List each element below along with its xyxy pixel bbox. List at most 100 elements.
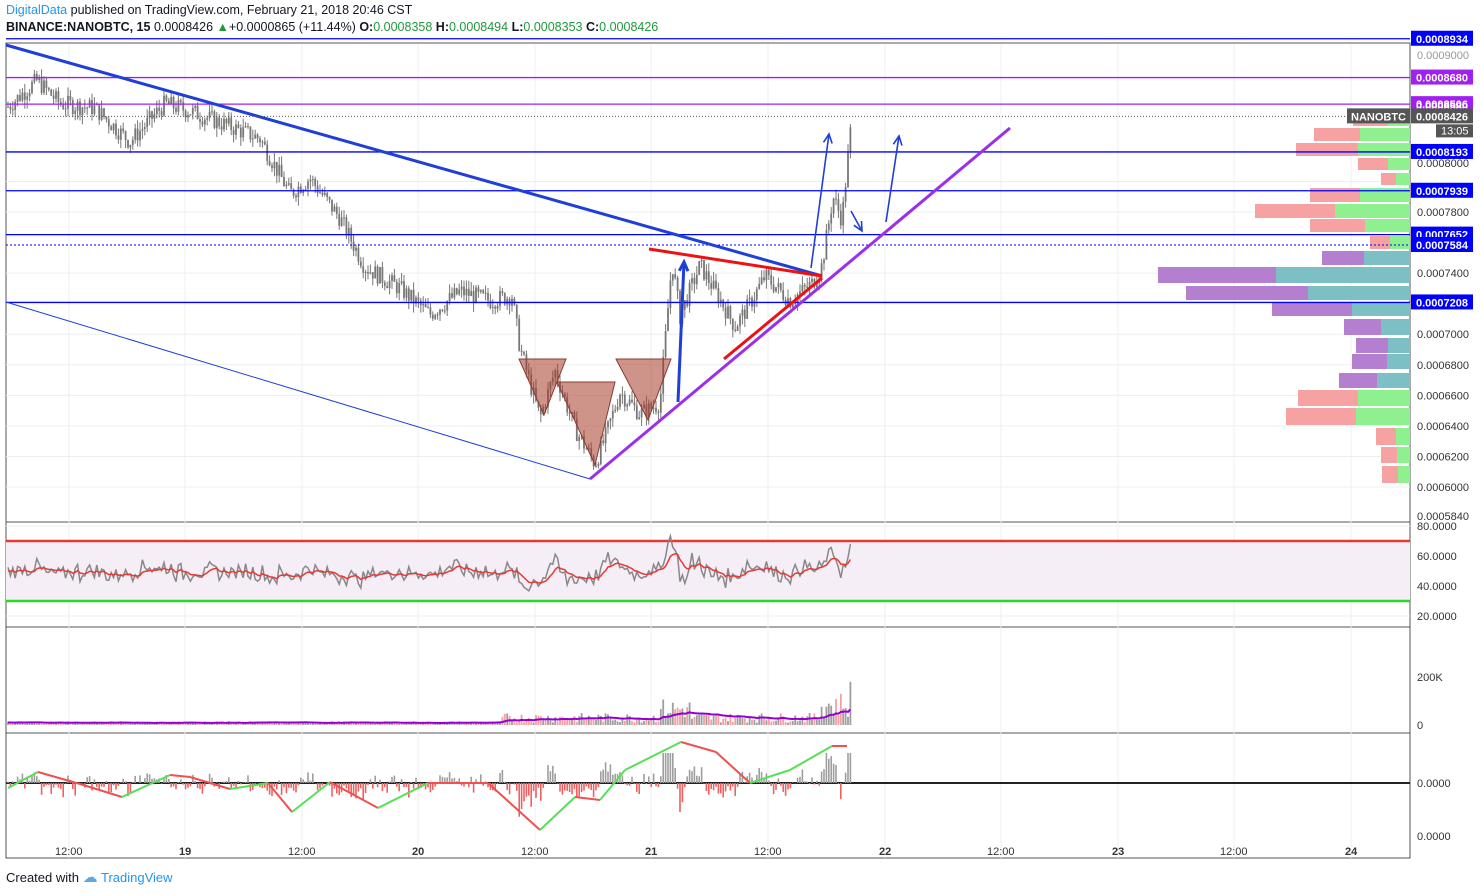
volume-bar [43, 724, 45, 725]
trend-drawings[interactable] [5, 43, 1011, 481]
candle-body [700, 260, 703, 262]
volume-bar [285, 723, 288, 725]
candle-body [448, 293, 451, 302]
head-shoulders-shape [518, 358, 567, 417]
volume-bar [664, 716, 667, 725]
candle-body [640, 408, 643, 418]
volume-bar [235, 722, 237, 725]
candle-body [182, 102, 185, 111]
candle-body [427, 307, 429, 309]
candle-body [45, 80, 48, 89]
volume-bar [760, 713, 763, 725]
volume-bar [369, 723, 372, 725]
level-label: 0.0007584 [1416, 240, 1469, 252]
candle-body [847, 152, 849, 188]
volume-bar [590, 718, 593, 725]
oscillator-signal-line [7, 771, 39, 789]
candle-body [103, 108, 105, 117]
candle-body [158, 107, 161, 111]
candle-body [304, 188, 307, 191]
candle-body [112, 123, 115, 131]
time-tick-label: 22 [879, 846, 891, 858]
candle-body [369, 272, 372, 274]
volume-bar [225, 723, 228, 725]
tradingview-link[interactable]: TradingView [101, 870, 173, 885]
volume-bar [823, 718, 825, 725]
volume-bar [379, 723, 381, 725]
volume-bar [655, 721, 657, 725]
candle-body [537, 400, 540, 408]
low-label: L: [511, 20, 524, 34]
volume-bar [316, 722, 319, 725]
candle-body [734, 329, 737, 331]
candle-body [386, 286, 389, 289]
volume-bar [609, 717, 612, 725]
candle-body [364, 271, 367, 273]
volume-profile-down [1310, 219, 1365, 232]
volume-bar [530, 721, 533, 725]
volume-bar [513, 718, 516, 725]
candle-body [763, 277, 765, 281]
volume-bar [763, 718, 765, 725]
oscillator-signal-line [574, 796, 601, 801]
level-label: 0.0008934 [1416, 34, 1469, 46]
candle-body [453, 288, 456, 298]
volume-profile-up [1360, 188, 1410, 202]
candle-body [479, 290, 482, 292]
volume-profile-up [1390, 236, 1410, 249]
candle-body [299, 186, 302, 193]
volume-bar [122, 723, 125, 725]
volume-bar [561, 716, 564, 725]
candle-body [110, 126, 113, 131]
candle-body [652, 407, 655, 409]
volume-bar [844, 708, 847, 725]
volume-profile-up [1388, 158, 1410, 170]
candle-body [707, 271, 710, 284]
volume-bar [95, 723, 98, 725]
candle-body [767, 270, 770, 276]
candle-body [808, 281, 811, 289]
candle-body [703, 260, 705, 280]
volume-bar [671, 702, 674, 725]
volume-bar [434, 722, 437, 725]
candle-body [86, 107, 89, 109]
volume-bar [311, 722, 314, 725]
candle-body [225, 118, 228, 124]
candle-body [383, 282, 386, 287]
axis-labels: 0.0009000 0.0008000 0.0007800 0.0007400 0.00… [6, 30, 1473, 858]
volume-bar [623, 720, 626, 725]
price-tick-label: 0.0007400 [1417, 268, 1469, 280]
publisher-name[interactable]: DigitalData [6, 3, 68, 17]
candle-body [619, 395, 621, 407]
horizontal-levels[interactable] [6, 38, 1410, 304]
volume-profile-down [1272, 302, 1352, 316]
volume-bar [278, 723, 281, 725]
volume-bar [693, 717, 696, 725]
volume-bar [465, 723, 468, 725]
volume-bar [175, 723, 177, 725]
oscillator-signal-line [715, 751, 751, 784]
oscillator-signal-line [229, 782, 269, 790]
volume-bar [806, 716, 809, 725]
pullback-arrow [850, 210, 863, 232]
candle-body [830, 213, 833, 224]
candle-body [424, 303, 427, 308]
volume-bar [556, 721, 559, 725]
candle-body [223, 118, 225, 130]
volume-bar [746, 722, 749, 725]
volume-bar [614, 719, 617, 725]
candle-body [91, 100, 93, 115]
candle-body [585, 448, 588, 450]
candle-body [506, 298, 509, 305]
high-value: 0.0008494 [449, 20, 509, 34]
candle-body [71, 100, 74, 114]
volume-bar [103, 722, 105, 725]
candle-body [278, 164, 281, 176]
candle-body [191, 107, 194, 115]
volume-bar [287, 721, 290, 725]
volume-bar [165, 723, 168, 725]
volume-bar [11, 723, 14, 725]
volume-bar [659, 709, 662, 725]
candle-body [307, 181, 309, 189]
